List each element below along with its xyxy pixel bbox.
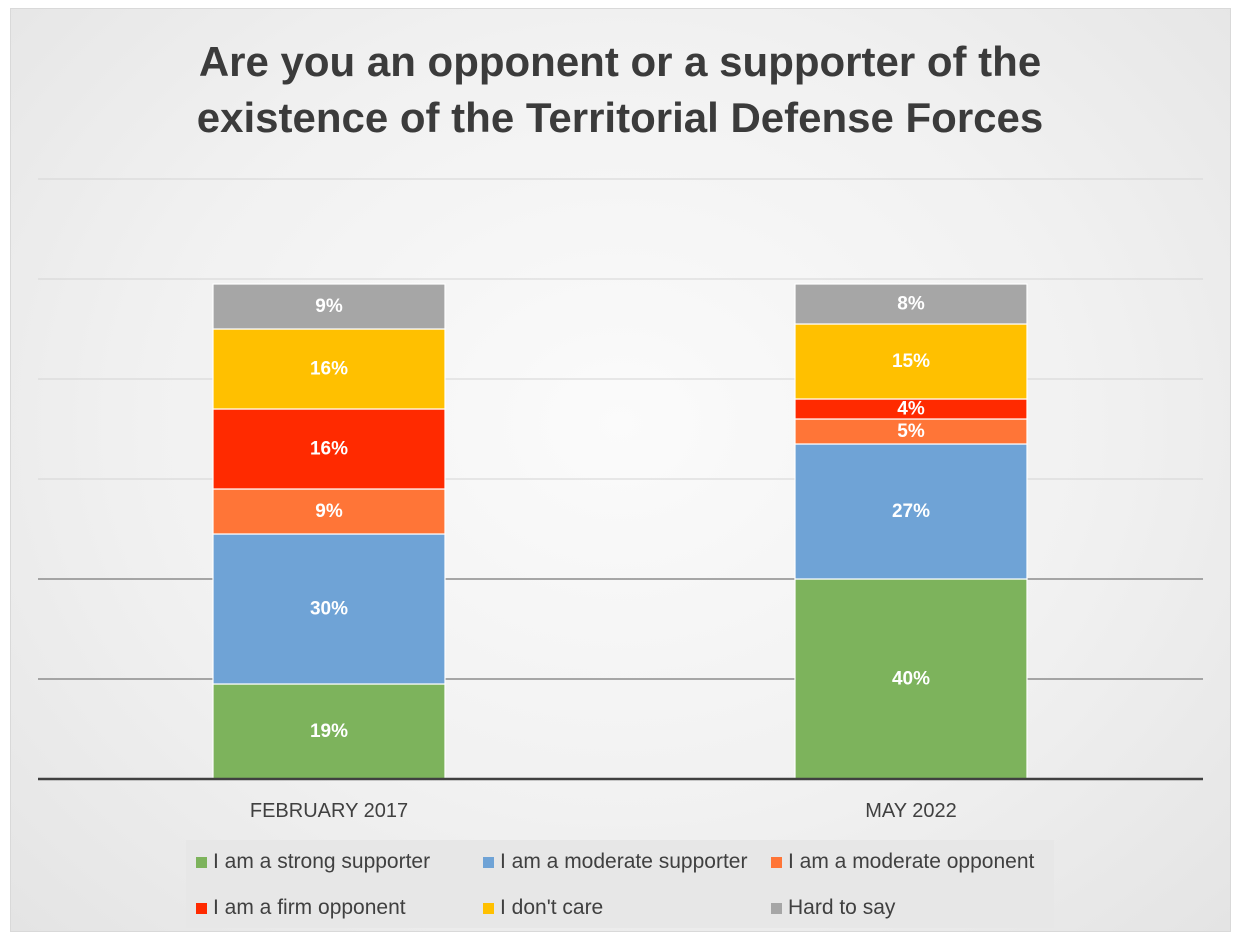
data-label: 5%: [897, 421, 925, 442]
data-label: 19%: [310, 721, 348, 742]
chart-title-line-1: Are you an opponent or a supporter of th…: [198, 38, 1042, 85]
x-tick-labels: FEBRUARY 2017 MAY 2022: [250, 800, 957, 822]
bar-segment: [212, 328, 446, 410]
legend-item: I am a moderate opponent: [771, 847, 1034, 877]
bar-segment: [794, 418, 1028, 445]
x-tick-label: FEBRUARY 2017: [250, 800, 408, 822]
bar-segment: [794, 578, 1028, 780]
legend-swatch: [196, 902, 207, 914]
legend-item: I am a firm opponent: [196, 893, 406, 923]
legend-item: I am a strong supporter: [196, 847, 430, 877]
data-label: 30%: [310, 599, 348, 620]
legend-label: I don't care: [500, 896, 604, 919]
x-tick-label: MAY 2022: [865, 800, 957, 822]
legend-item: I don't care: [483, 893, 603, 923]
legend-label: I am a strong supporter: [213, 850, 431, 873]
data-label: 4%: [897, 399, 925, 420]
data-label: 16%: [310, 439, 348, 460]
legend-swatch: [483, 856, 494, 868]
data-label: 8%: [897, 294, 925, 315]
bar-segment: [212, 408, 446, 490]
legend-swatch: [771, 856, 782, 868]
data-label: 16%: [310, 359, 348, 380]
chart-title-line-2: existence of the Territorial Defense For…: [196, 94, 1044, 141]
bars: [212, 283, 1028, 780]
legend-swatch: [483, 902, 494, 914]
data-label: 9%: [315, 296, 343, 317]
chart-title: Are you an opponent or a supporter of th…: [0, 34, 1240, 146]
data-label: 40%: [892, 669, 930, 690]
legend-item: Hard to say: [771, 893, 895, 923]
bar-segment: [794, 323, 1028, 400]
legend-label: I am a firm opponent: [213, 896, 406, 919]
legend-label: I am a moderate supporter: [500, 850, 748, 873]
data-label: 9%: [315, 501, 343, 522]
data-label: 15%: [892, 351, 930, 372]
bar-labels: 19% 30% 9% 16% 16% 9% 40% 27% 5%4% 15% 8%: [310, 294, 930, 743]
legend: I am a strong supporter I am a moderate s…: [186, 840, 1054, 928]
legend-label: Hard to say: [788, 896, 896, 919]
legend-item: I am a moderate supporter: [483, 847, 747, 877]
bar-segment: [212, 283, 446, 330]
bar-segment: [212, 683, 446, 780]
bar-segment: [794, 283, 1028, 325]
legend-swatch: [196, 856, 207, 868]
legend-swatch: [771, 902, 782, 914]
legend-label: I am a moderate opponent: [788, 850, 1035, 873]
data-label: 27%: [892, 501, 930, 522]
